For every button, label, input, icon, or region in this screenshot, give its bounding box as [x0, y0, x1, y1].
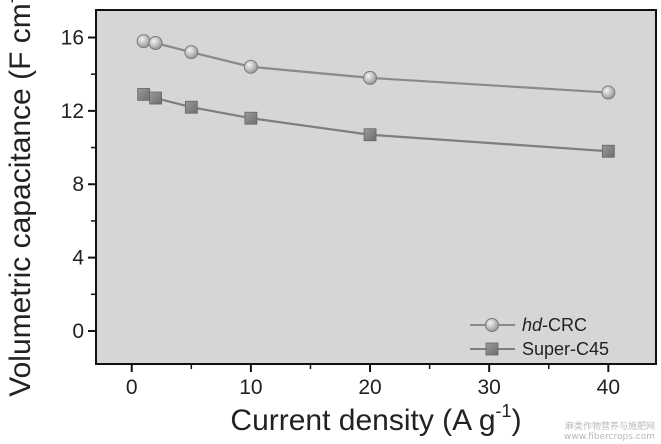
plot-area [95, 9, 657, 365]
legend-marker-super-c45 [485, 342, 499, 356]
data-point-0 [601, 85, 616, 100]
y-tick-label: 12 [61, 100, 84, 123]
x-tick-label: 20 [358, 376, 381, 399]
x-axis: 0 10 20 30 40 [126, 364, 620, 399]
legend: hd-CRC Super-C45 [470, 315, 609, 359]
series-layer [136, 34, 616, 158]
data-point-1 [184, 100, 198, 114]
data-point-0 [243, 59, 258, 74]
y-axis: 0 4 8 12 16 [61, 27, 96, 343]
legend-label-super-c45: Super-C45 [522, 339, 609, 359]
data-point-1 [149, 91, 162, 105]
data-point-1 [363, 128, 377, 142]
legend-marker-hd-crc [485, 318, 499, 332]
legend-label-hd-crc: hd-CRC [522, 315, 587, 335]
x-tick-label: 40 [597, 376, 620, 399]
data-point-1 [244, 111, 258, 125]
x-tick-label: 30 [478, 376, 501, 399]
watermark-line-1: 麻类作物营养与施肥网 [564, 422, 655, 432]
y-tick-label: 0 [72, 320, 84, 343]
y-tick-label: 16 [61, 27, 84, 50]
x-axis-title: Current density (A g-1) [230, 401, 521, 437]
data-point-1 [137, 87, 151, 101]
y-tick-label: 4 [72, 247, 84, 270]
watermark: 麻类作物营养与施肥网 www.fibercrops.com [564, 422, 655, 442]
data-point-0 [136, 34, 151, 49]
y-tick-label: 8 [72, 173, 84, 196]
x-tick-label: 0 [126, 376, 138, 399]
data-point-0 [148, 36, 163, 51]
y-axis-title: Volumetric capacitance (F cm-3) [1, 0, 37, 397]
data-point-0 [184, 45, 199, 60]
data-point-0 [363, 70, 378, 85]
data-point-1 [601, 144, 615, 158]
watermark-line-2: www.fibercrops.com [564, 432, 655, 442]
x-tick-label: 10 [239, 376, 262, 399]
